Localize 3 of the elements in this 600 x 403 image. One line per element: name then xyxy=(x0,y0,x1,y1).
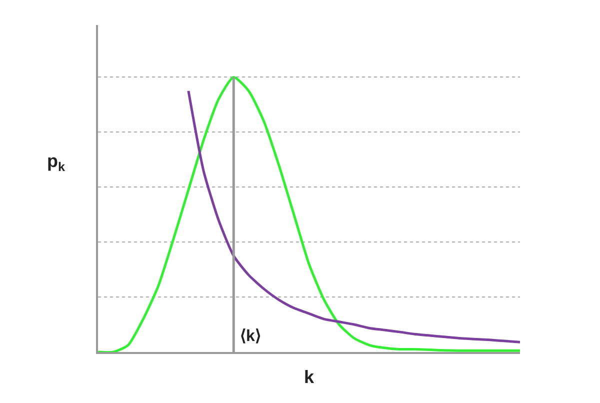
x-axis-title: k xyxy=(304,367,315,387)
annotation: ⟨k⟩ xyxy=(240,328,261,345)
y-axis-title: p$_{k}$ xyxy=(47,151,66,174)
